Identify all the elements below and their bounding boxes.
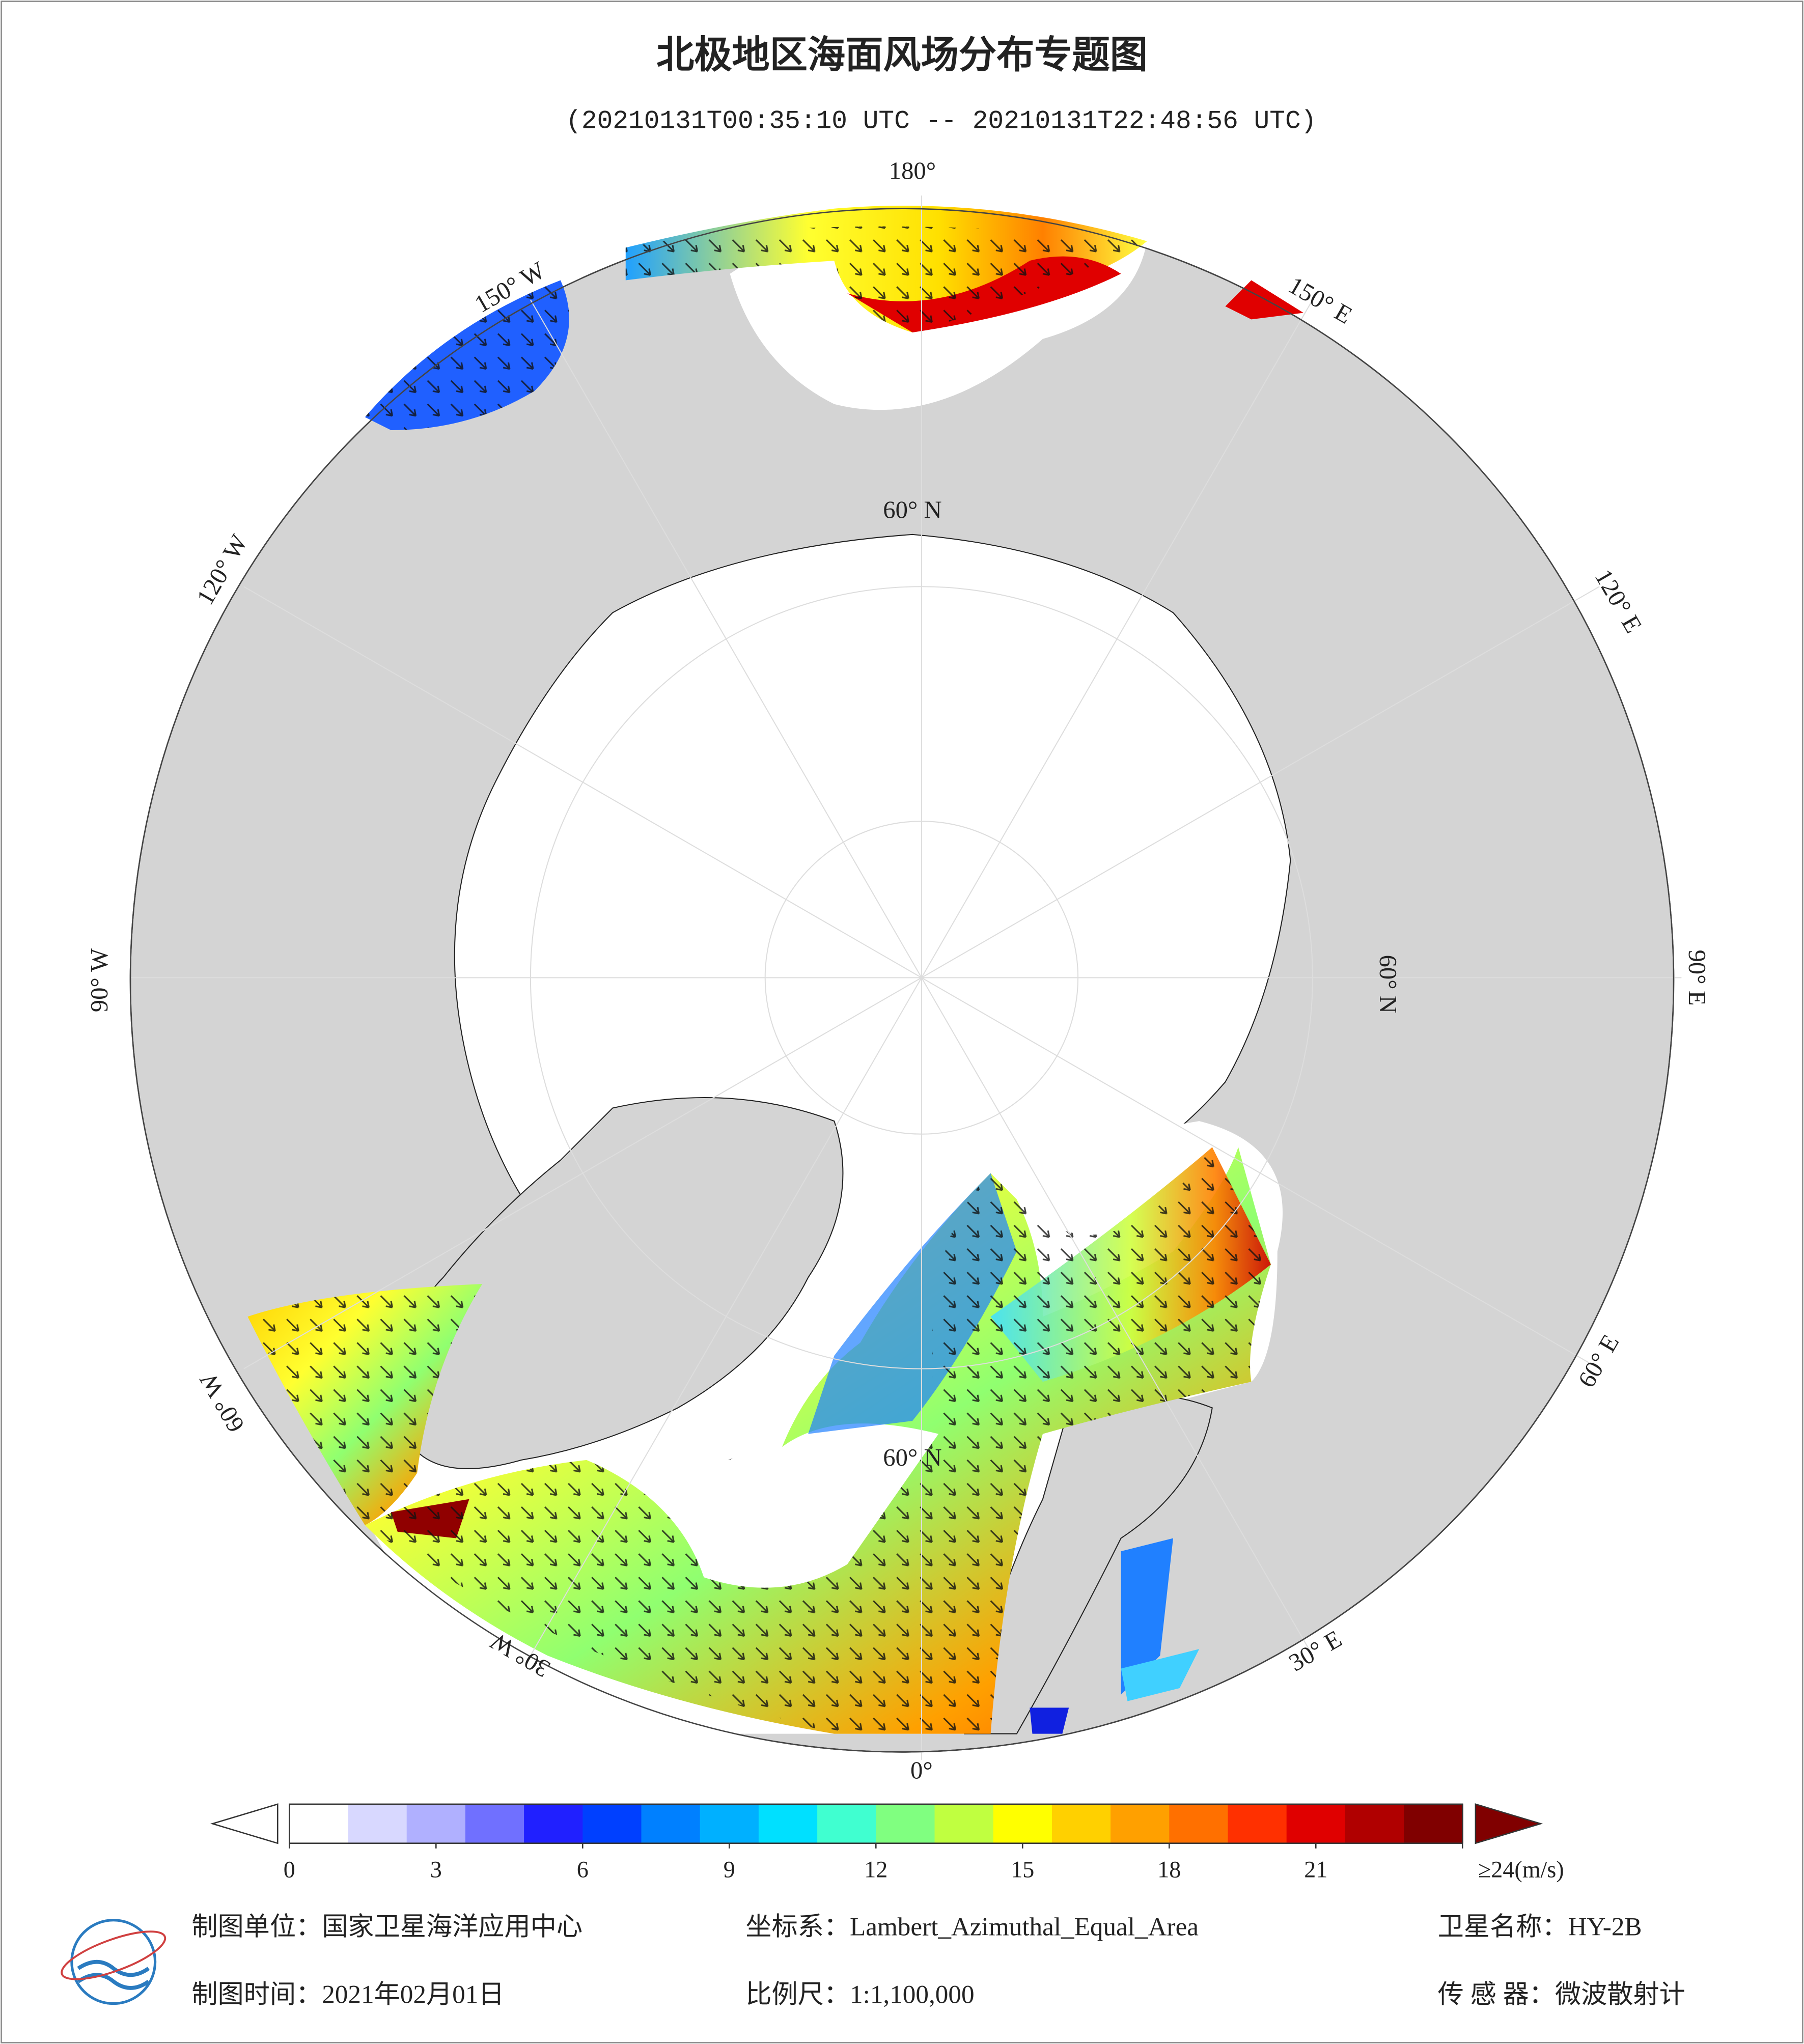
colorbar-cell — [1111, 1804, 1170, 1843]
lon-label: 0° — [910, 1757, 933, 1784]
colorbar-cell — [1286, 1804, 1346, 1843]
colorbar-tick-label: 0 — [284, 1857, 295, 1883]
colorbar-cell — [876, 1804, 936, 1843]
colorbar-cell — [289, 1804, 349, 1843]
colorbar-tick-label: 15 — [1011, 1857, 1034, 1883]
colorbar-tick-label: ≥24(m/s) — [1478, 1857, 1564, 1883]
title: 北极地区海面风场分布专题图 — [656, 33, 1148, 77]
footer-sensor: 传 感 器：微波散射计 — [1438, 1980, 1685, 2009]
colorbar-cell — [524, 1804, 584, 1843]
colorbar-cell — [465, 1804, 525, 1843]
lon-label: 180° — [889, 157, 936, 185]
lon-label: 90° W — [86, 948, 113, 1012]
colorbar-cell — [993, 1804, 1053, 1843]
colorbar: 0 3 6 9 12 15 18 21 ≥24(m/s) — [210, 1803, 1564, 1883]
colorbar-tick-label: 12 — [864, 1857, 887, 1883]
colorbar-tick-label: 9 — [724, 1857, 735, 1883]
colorbar-tick-label: 3 — [430, 1857, 442, 1883]
colorbar-cell — [700, 1804, 760, 1843]
lat-label: 60° N — [1374, 955, 1402, 1014]
colorbar-min-arrow — [210, 1803, 279, 1844]
lat-label: 60° N — [883, 496, 941, 523]
colorbar-cell — [348, 1804, 408, 1843]
colorbar-cell — [758, 1804, 818, 1843]
colorbar-cell — [1169, 1804, 1229, 1843]
colorbar-cell — [1051, 1804, 1112, 1843]
colorbar-cell — [817, 1804, 877, 1843]
map — [129, 195, 1682, 1760]
colorbar-cell — [1404, 1804, 1463, 1843]
colorbar-cell — [1228, 1804, 1288, 1843]
colorbar-cell — [582, 1804, 643, 1843]
colorbar-max-arrow — [1475, 1803, 1543, 1844]
colorbar-tick-label: 6 — [577, 1857, 589, 1883]
colorbar-cell — [641, 1804, 701, 1843]
colorbar-tick-label: 18 — [1157, 1857, 1181, 1883]
footer-satellite: 卫星名称：HY-2B — [1438, 1912, 1642, 1941]
logo — [61, 1919, 166, 2005]
lat-label: 60° N — [883, 1444, 941, 1471]
colorbar-cell — [406, 1804, 466, 1843]
lon-label: 90° E — [1683, 949, 1711, 1005]
subtitle: (20210131T00:35:10 UTC -- 20210131T22:48… — [566, 107, 1316, 136]
footer-crs: 坐标系：Lambert_Azimuthal_Equal_Area — [745, 1912, 1199, 1941]
colorbar-cell — [1345, 1804, 1405, 1843]
colorbar-tick-label: 21 — [1304, 1857, 1327, 1883]
colorbar-cell — [934, 1804, 994, 1843]
footer-unit: 制图单位：国家卫星海洋应用中心 — [191, 1912, 582, 1941]
footer: 制图单位：国家卫星海洋应用中心 坐标系：Lambert_Azimuthal_Eq… — [61, 1912, 1685, 2009]
footer-scale: 比例尺：1:1,100,000 — [745, 1980, 974, 2009]
footer-date: 制图时间：2021年02月01日 — [191, 1980, 504, 2009]
